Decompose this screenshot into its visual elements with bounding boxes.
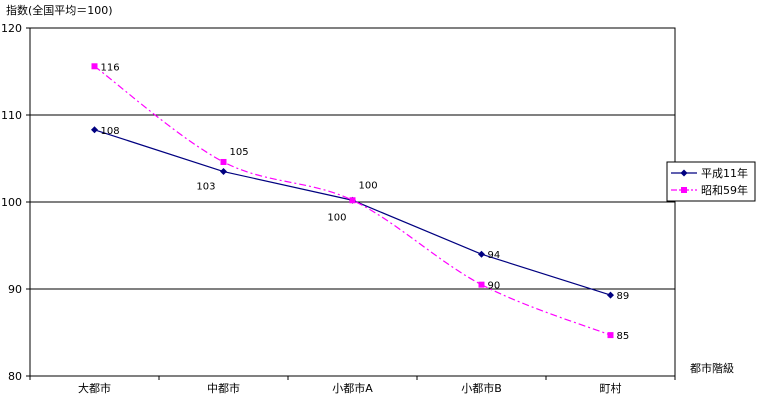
series-line (94, 129, 611, 296)
data-label: 105 (230, 147, 249, 158)
x-tick-label: 中都市 (207, 381, 240, 395)
data-label: 103 (196, 182, 215, 193)
y-axis-label: 指数(全国平均＝100) (6, 3, 113, 17)
data-label: 108 (101, 126, 120, 137)
x-tick-label: 小都市A (332, 381, 373, 395)
y-tick-label: 80 (8, 370, 22, 383)
y-axis-ticks: 80 90 100 110 120 (1, 22, 30, 383)
data-label: 85 (617, 331, 630, 342)
data-label: 100 (359, 180, 378, 191)
data-point (478, 250, 485, 258)
x-axis-label: 都市階級 (690, 361, 734, 375)
x-tick-label: 町村 (600, 381, 622, 395)
data-label: 89 (617, 291, 630, 302)
series-1: 108 103 100 94 89 (91, 126, 629, 302)
legend-label: 昭和59年 (701, 183, 748, 197)
data-label: 116 (101, 62, 120, 73)
data-point (220, 158, 227, 165)
y-tick-label: 100 (1, 196, 22, 209)
data-point (91, 63, 98, 70)
y-tick-label: 110 (1, 109, 22, 122)
x-axis-ticks: 大都市 中都市 小都市A 小都市B 町村 (29, 376, 676, 395)
data-point (220, 168, 227, 176)
legend-box (666, 161, 756, 202)
data-label: 90 (488, 281, 501, 292)
legend-item: 昭和59年 (671, 183, 748, 197)
data-point (349, 197, 356, 204)
x-tick-label: 大都市 (78, 381, 111, 395)
x-tick-label: 小都市B (461, 381, 502, 395)
data-label: 100 (327, 212, 346, 223)
y-tick-label: 120 (1, 22, 22, 35)
data-point (607, 291, 614, 299)
data-point (91, 126, 98, 134)
data-point (607, 332, 614, 339)
legend-item: 平成11年 (671, 166, 748, 180)
legend-marker (681, 187, 687, 193)
series-layer: 108 103 100 94 89 116 105 100 90 85 (91, 62, 629, 342)
series-2: 116 105 100 90 85 (91, 62, 630, 342)
data-label: 94 (488, 250, 501, 261)
data-point (478, 281, 485, 288)
legend-marker (680, 169, 688, 177)
legend-label: 平成11年 (701, 166, 748, 180)
y-tick-label: 90 (8, 283, 22, 296)
